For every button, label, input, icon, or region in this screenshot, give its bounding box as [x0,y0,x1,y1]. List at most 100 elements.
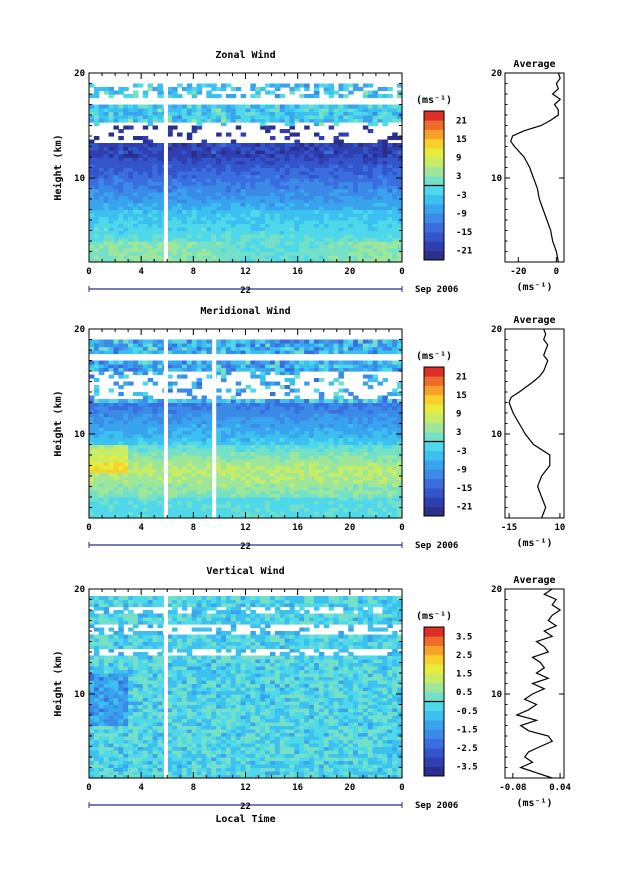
heatmap-cell [382,251,388,256]
heatmap-cell [137,371,144,376]
heatmap-cell [255,364,261,369]
heatmap-cell [304,381,310,386]
heatmap-cell [142,493,149,498]
heatmap-cell [260,462,266,467]
heatmap-cell [274,409,281,414]
heatmap-cell [353,143,359,148]
heatmap-cell [274,437,281,442]
heatmap-cell [255,213,261,218]
heatmap-cell [103,87,110,92]
heatmap-cell [245,409,251,414]
heatmap-cell [221,209,227,214]
heatmap-cell [201,174,207,179]
heatmap-cell [108,444,115,449]
heatmap-cell [387,234,393,239]
heatmap-cell [89,423,95,428]
heatmap-cell [147,483,154,488]
heatmap-cell [93,167,100,172]
heatmap-cell [128,441,134,446]
heatmap-cell [177,146,183,151]
heatmap-cell [299,465,305,470]
heatmap-cell [397,234,403,239]
heatmap-cell [304,455,310,460]
heatmap-cell [167,94,173,99]
heatmap-cell [230,343,237,348]
heatmap-cell [201,171,207,176]
heatmap-cell [206,227,212,232]
heatmap-cell [357,171,364,176]
heatmap-cell [137,427,144,432]
heatmap-cell [181,339,188,344]
colorbar-swatch [424,241,444,251]
heatmap-cell [309,462,315,467]
heatmap-cell [89,497,95,502]
heatmap-cell [157,167,163,172]
heatmap-cell [294,237,300,242]
heatmap-cell [133,94,139,99]
heatmap-cell [89,206,95,211]
heatmap-cell [240,360,247,365]
heatmap-cell [123,153,129,158]
heatmap-cell [289,258,296,263]
heatmap-cell [225,399,232,404]
heatmap-cell [274,199,281,204]
heatmap-cell [191,434,198,439]
heatmap-cell [289,423,296,428]
heatmap-cell [313,493,320,498]
heatmap-cell [181,472,188,477]
heatmap-cell [328,227,335,232]
heatmap-cell [113,507,119,512]
heatmap-cell [152,486,159,491]
heatmap-cell [221,479,227,484]
heatmap-cell [98,230,105,235]
heatmap-cell [191,157,198,162]
heatmap-cell [133,104,139,109]
heatmap-cell [191,423,198,428]
heatmap-cell [108,441,115,446]
heatmap-cell [221,437,227,442]
heatmap-cell [235,493,242,498]
heatmap-cell [225,500,232,505]
heatmap-cell [137,223,144,228]
heatmap-cell [304,206,310,211]
heatmap-cell [333,192,340,197]
heatmap-cell [284,399,291,404]
heatmap-cell [225,223,232,228]
heatmap-cell [211,216,217,221]
heatmap-cell [103,188,110,193]
heatmap-cell [323,118,330,123]
heatmap-cell [157,451,163,456]
heatmap-cell [177,360,183,365]
heatmap-cell [108,241,115,246]
heatmap-cell [177,486,183,491]
heatmap-cell [230,364,237,369]
heatmap-cell [177,206,183,211]
heatmap-cell [299,364,305,369]
heatmap-cell [196,458,203,463]
heatmap-cell [108,174,115,179]
heatmap-cell [289,227,296,232]
heatmap-cell [343,255,349,260]
heatmap-cell [216,206,222,211]
heatmap-cell [289,413,296,418]
heatmap-cell [196,497,203,502]
heatmap-cell [313,181,320,186]
heatmap-cell [89,241,95,246]
heatmap-cell [377,181,384,186]
heatmap-cell [133,350,139,355]
heatmap-cell [294,500,300,505]
heatmap-cell [167,188,173,193]
heatmap-cell [103,209,110,214]
heatmap-cell [172,234,178,239]
heatmap-cell [274,465,281,470]
heatmap-cell [103,360,110,365]
heatmap-cell [362,157,369,162]
heatmap-cell [128,188,134,193]
heatmap-cell [147,490,154,495]
heatmap-cell [235,430,242,435]
heatmap-cell [235,416,242,421]
heatmap-cell [274,237,281,242]
heatmap-cell [191,108,198,113]
heatmap-cell [269,136,276,141]
heatmap-cell [294,497,300,502]
